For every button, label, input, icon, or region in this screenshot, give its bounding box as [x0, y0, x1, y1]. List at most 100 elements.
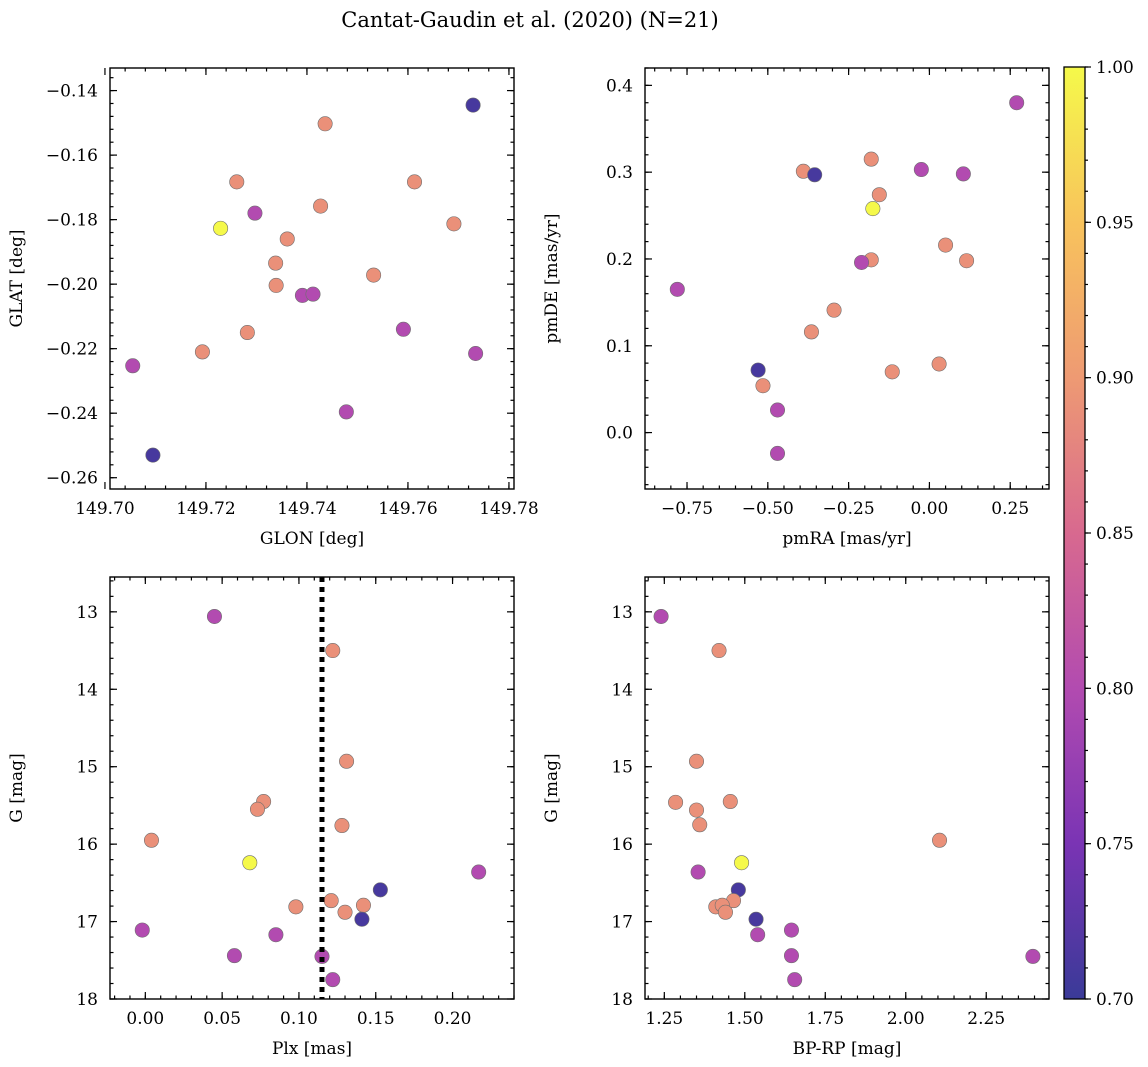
x-tick-label: 0.25 [991, 499, 1029, 519]
data-point [206, 608, 222, 624]
x-tick-label: 0.10 [280, 1009, 318, 1029]
y-tick-label: −0.20 [46, 275, 98, 295]
x-tick-label: 0.00 [126, 1009, 164, 1029]
y-tick-label: −0.16 [46, 146, 98, 166]
data-point [783, 922, 799, 938]
colorbar-tick-label: 0.85 [1096, 524, 1134, 544]
data-point [931, 356, 947, 372]
y-tick-label: −0.18 [46, 211, 98, 231]
data-point [334, 818, 350, 834]
data-point [242, 855, 258, 871]
x-tick-label: −0.50 [742, 499, 794, 519]
data-point [339, 753, 355, 769]
data-point [787, 972, 803, 988]
colorbar: 0.70 0.75 0.80 0.85 0.90 0.95 1.00 [1063, 58, 1134, 1010]
data-point [734, 855, 750, 871]
data-point [323, 893, 339, 909]
subplot-pm: −0.75 −0.50 −0.25 0.00 0.25 0.0 0.1 0.2 0.3 0.4 pm… [542, 67, 1050, 549]
data-point [690, 864, 706, 880]
x-tick-label: 0.00 [910, 499, 948, 519]
axes-frame [109, 576, 515, 1000]
x-axis-label: pmRA [mas/yr] [782, 529, 911, 549]
y-tick-label: −0.26 [46, 469, 98, 489]
colorbar-tick-label: 0.80 [1096, 679, 1134, 699]
points-pm [669, 95, 1025, 461]
colorbar-tick-label: 0.75 [1096, 835, 1134, 855]
y-tick-label: 15 [76, 758, 98, 778]
x-tick-label: 2.25 [967, 1009, 1005, 1029]
y-tick-label: 16 [76, 835, 98, 855]
ticks-sky: 149.70 149.72 149.74 149.76 149.78 −0.26 −0.24… [46, 68, 539, 519]
data-point [770, 445, 786, 461]
y-tick-label: 0.0 [606, 424, 633, 444]
data-point [249, 801, 265, 817]
axes-frame [644, 67, 1050, 490]
data-point [863, 151, 879, 167]
x-tick-label: 0.05 [203, 1009, 241, 1029]
data-point [803, 324, 819, 340]
axes-frame [109, 67, 515, 490]
data-point [689, 753, 705, 769]
subplot-sky: 149.70 149.72 149.74 149.76 149.78 −0.26 −0.24… [7, 67, 539, 549]
data-point [268, 927, 284, 943]
x-axis-label: Plx [mas] [272, 1039, 352, 1059]
y-tick-label: 0.2 [606, 250, 633, 270]
ticks-cmd: 1.25 1.50 1.75 2.00 2.25 13 14 15 16 17 18 [611, 577, 1049, 1029]
data-point [338, 404, 354, 420]
data-point [750, 927, 766, 943]
x-tick-label: 149.76 [378, 499, 437, 519]
x-axis-label: GLON [deg] [260, 529, 364, 549]
figure-title: Cantat-Gaudin et al. (2020) (N=21) [341, 8, 719, 32]
data-point [1009, 95, 1025, 111]
data-point [313, 198, 329, 214]
data-point [268, 255, 284, 271]
data-point [372, 882, 388, 898]
data-point [145, 447, 161, 463]
x-tick-label: 0.20 [434, 1009, 472, 1029]
colorbar-gradient [1063, 66, 1086, 1000]
colorbar-tick-label: 0.70 [1096, 990, 1134, 1010]
y-axis-label: G [mag] [542, 753, 562, 822]
y-tick-label: 14 [611, 680, 633, 700]
y-tick-label: 14 [76, 680, 98, 700]
data-point [955, 166, 971, 182]
data-point [653, 608, 669, 624]
x-axis-label: BP-RP [mag] [793, 1039, 902, 1059]
data-point [711, 643, 727, 659]
y-tick-label: 13 [611, 603, 633, 623]
data-point [959, 253, 975, 269]
data-point [668, 794, 684, 810]
data-point [395, 321, 411, 337]
data-point [354, 911, 370, 927]
x-tick-label: 1.75 [806, 1009, 844, 1029]
y-axis-label: GLAT [deg] [7, 229, 27, 327]
data-point [247, 205, 263, 221]
data-point [938, 237, 954, 253]
x-tick-label: 149.78 [479, 499, 538, 519]
x-tick-label: −0.25 [823, 499, 875, 519]
x-tick-label: 149.70 [75, 499, 134, 519]
x-tick-label: 0.15 [357, 1009, 395, 1029]
ticks-pm: −0.75 −0.50 −0.25 0.00 0.25 0.0 0.1 0.2 0.3 0.4 [606, 67, 1049, 519]
subplot-cmd: 1.25 1.50 1.75 2.00 2.25 13 14 15 16 17 18 BP-RP [m… [542, 576, 1050, 1059]
y-tick-label: 18 [611, 990, 633, 1010]
y-tick-label: 0.4 [606, 76, 633, 96]
data-point [143, 832, 159, 848]
data-point [337, 904, 353, 920]
x-tick-label: 2.00 [887, 1009, 925, 1029]
colorbar-tick-label: 0.90 [1096, 369, 1134, 389]
colorbar-tick-label: 1.00 [1096, 58, 1134, 78]
x-tick-label: −0.75 [661, 499, 713, 519]
x-tick-label: 149.74 [277, 499, 336, 519]
points-sky [125, 97, 484, 463]
y-tick-label: −0.24 [46, 404, 98, 424]
data-point [669, 281, 685, 297]
data-point [229, 174, 245, 190]
data-point [355, 897, 371, 913]
data-point [407, 174, 423, 190]
data-point [755, 378, 771, 394]
colorbar-tick-label: 0.95 [1096, 213, 1134, 233]
data-point [932, 832, 948, 848]
data-point [446, 216, 462, 232]
